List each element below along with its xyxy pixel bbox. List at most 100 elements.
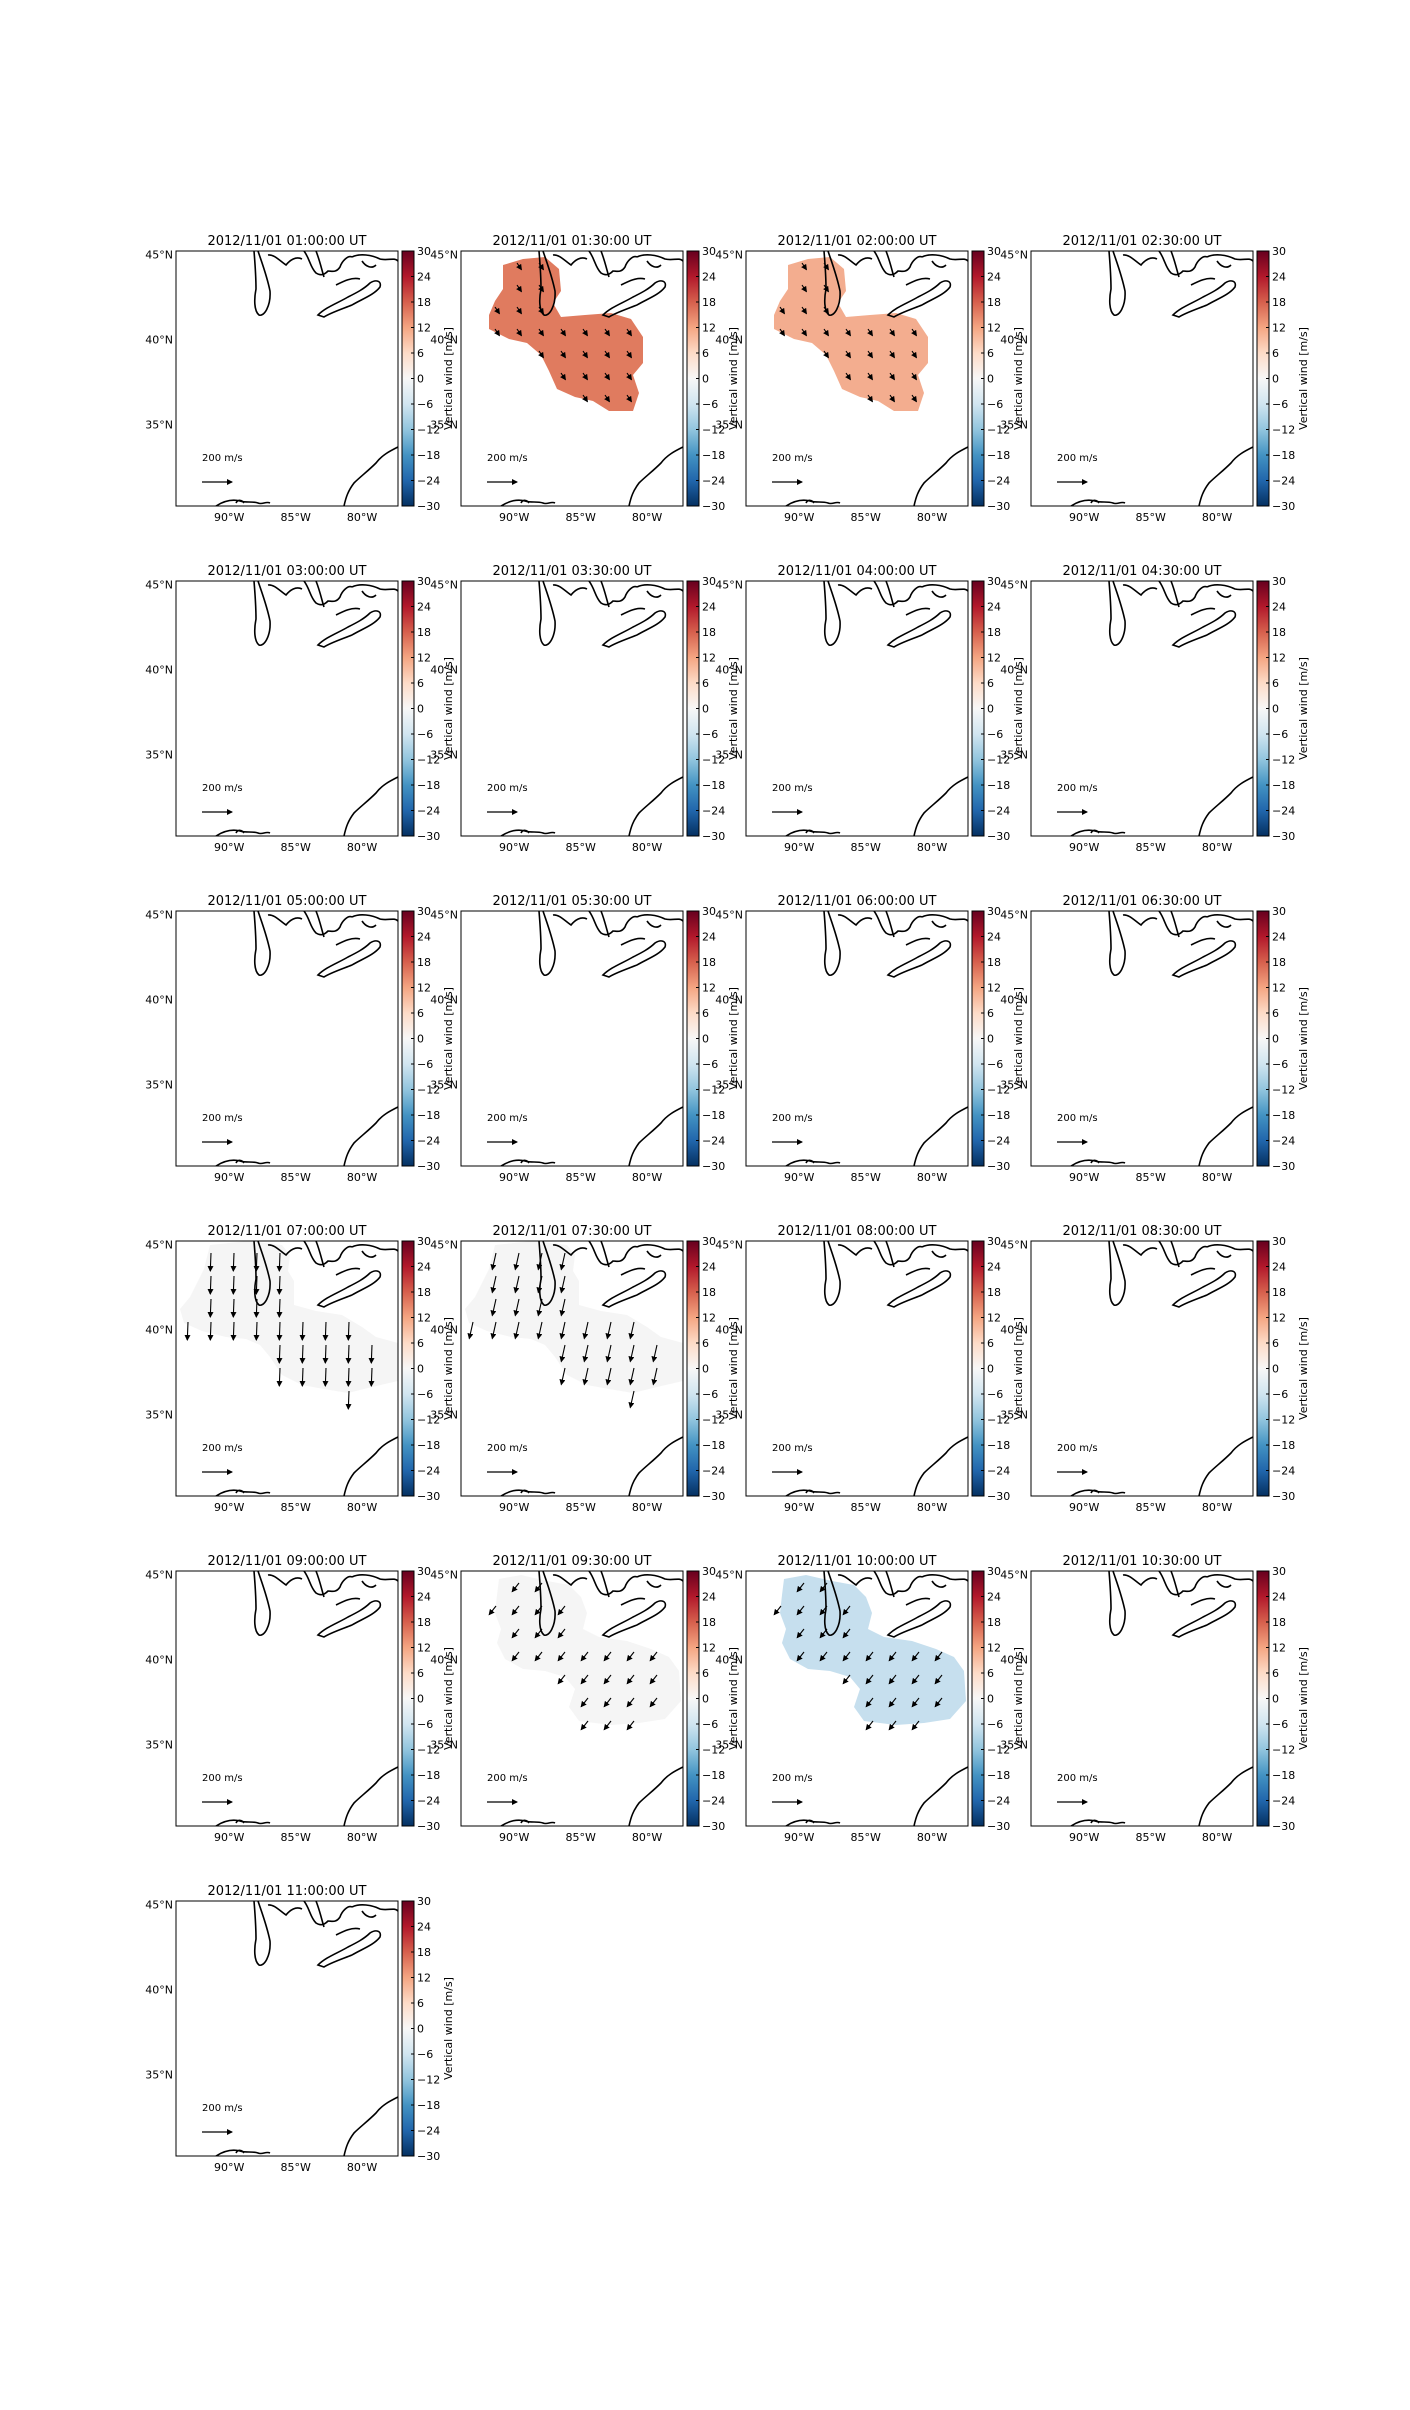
coastline [628,1436,683,1496]
wind-arrow [603,1674,612,1685]
coastline [931,1580,947,1588]
colorbar-tick-label: 12 [702,982,716,995]
panel-title: 2012/11/01 01:00:00 UT [207,234,366,249]
colorbar-label: Vertical wind [m/s] [1297,1317,1310,1420]
coastline [303,1241,353,1266]
colorbar-tick-label: 12 [987,982,1001,995]
colorbar-tick-label: 24 [417,931,431,944]
map-frame [460,910,684,1167]
lon-tick-label: 80°W [1202,1171,1232,1184]
colorbar-tick-label: 24 [1272,931,1286,944]
coastline [1216,590,1232,598]
wind-arrow [801,306,807,315]
colorbar-tick-label: −12 [1272,424,1295,437]
lat-tick-label: 45°N [430,248,458,261]
coastline [1122,254,1158,267]
coastline [1190,1597,1216,1606]
colorbar-tick-label: −30 [1272,1160,1295,1173]
wind-arrow [538,284,544,293]
wind-arrow [516,284,522,293]
colorbar-label: Vertical wind [m/s] [1297,987,1310,1090]
wind-arrow [559,1344,566,1363]
wind-arrow [626,1674,635,1685]
wind-arrow [842,1605,851,1616]
colorbar-tick-label: −6 [702,398,718,411]
coastline [1170,1571,1180,1598]
colorbar-tick-label: 18 [417,1616,431,1629]
colorbar-tick-label: 18 [417,296,431,309]
coastline [1158,251,1208,276]
panel-title: 2012/11/01 08:30:00 UT [1062,1224,1221,1239]
colorbar-tick-label: 24 [417,1261,431,1274]
lon-tick-label: 80°W [347,511,377,524]
coastline [315,1241,325,1268]
coastline [620,277,646,286]
coastline [905,1267,931,1276]
coastline [315,911,325,938]
coastline [315,251,325,278]
wind-arrow [911,1720,920,1731]
colorbar: −30 −24 −18 −12 −6 0 6 12 18 24 30 Vertical wind [m… [401,1895,455,2163]
lat-tick-label: 35°N [145,2068,173,2081]
coastline [253,1901,271,1966]
colorbar-tick-label: −24 [417,1135,440,1148]
panel-title: 2012/11/01 10:00:00 UT [777,1554,936,1569]
quiver-key-label: 200 m/s [487,1113,528,1124]
wind-arrow [628,1390,635,1409]
coastline [351,1904,398,1912]
wind-arrow [865,1651,874,1662]
coastline [1216,260,1232,268]
colorbar: −30 −24 −18 −12 −6 0 6 12 18 24 30 Vertical wind [m… [1256,1235,1310,1503]
lon-tick-label: 85°W [1135,1171,1165,1184]
wind-arrow [536,1321,543,1340]
coastline [303,581,353,606]
colorbar-tick-label: 12 [987,1312,1001,1325]
wind-arrow [184,1321,191,1341]
coastline [805,1159,815,1164]
colorbar-tick-label: 24 [417,601,431,614]
wind-arrow [538,350,544,359]
map-frame [175,1900,399,2157]
colorbar-tick-label: −18 [417,1109,440,1122]
colorbar-tick-label: 6 [1272,1667,1279,1680]
colorbar-tick-label: 30 [417,245,431,258]
coastline [361,1910,377,1918]
lat-tick-label: 35°N [715,1078,743,1091]
lat-tick-label: 40°N [1000,663,1028,676]
wind-arrow [559,1321,566,1340]
panel-title: 2012/11/01 10:30:00 UT [1062,1554,1221,1569]
lon-tick-label: 90°W [214,1501,244,1514]
wind-arrow [867,350,873,359]
wind-arrow [580,1674,589,1685]
colorbar-tick-label: −24 [702,475,725,488]
coastline [316,610,382,648]
lat-tick-label: 45°N [715,578,743,591]
colorbar-tick-label: 0 [987,1033,994,1046]
map-area [1070,911,1253,1166]
coastline [343,446,398,506]
lon-tick-label: 90°W [784,841,814,854]
coastline [886,610,952,648]
coastline [1070,1819,1126,1826]
wind-arrow [513,1298,520,1317]
lat-tick-label: 40°N [430,993,458,1006]
coastline [885,911,895,938]
colorbar-tick-label: 24 [702,271,716,284]
colorbar-tick-label: −6 [417,398,433,411]
wind-arrow [513,1275,520,1294]
coastline [335,1267,361,1276]
wind-arrow [603,1720,612,1731]
colorbar-tick-label: −30 [1272,1490,1295,1503]
coastline [1090,1159,1100,1164]
colorbar-tick-label: −30 [1272,1820,1295,1833]
wind-arrow [796,1628,805,1639]
wind-arrow [823,284,829,293]
wind-arrow [934,1697,943,1708]
colorbar-tick-label: 30 [987,245,1001,258]
wind-field [489,257,643,411]
coastline [646,920,662,928]
colorbar-tick-label: −6 [987,398,1003,411]
colorbar-tick-label: 30 [417,1235,431,1248]
colorbar-tick-label: −30 [417,830,440,843]
coastline [785,1159,841,1166]
